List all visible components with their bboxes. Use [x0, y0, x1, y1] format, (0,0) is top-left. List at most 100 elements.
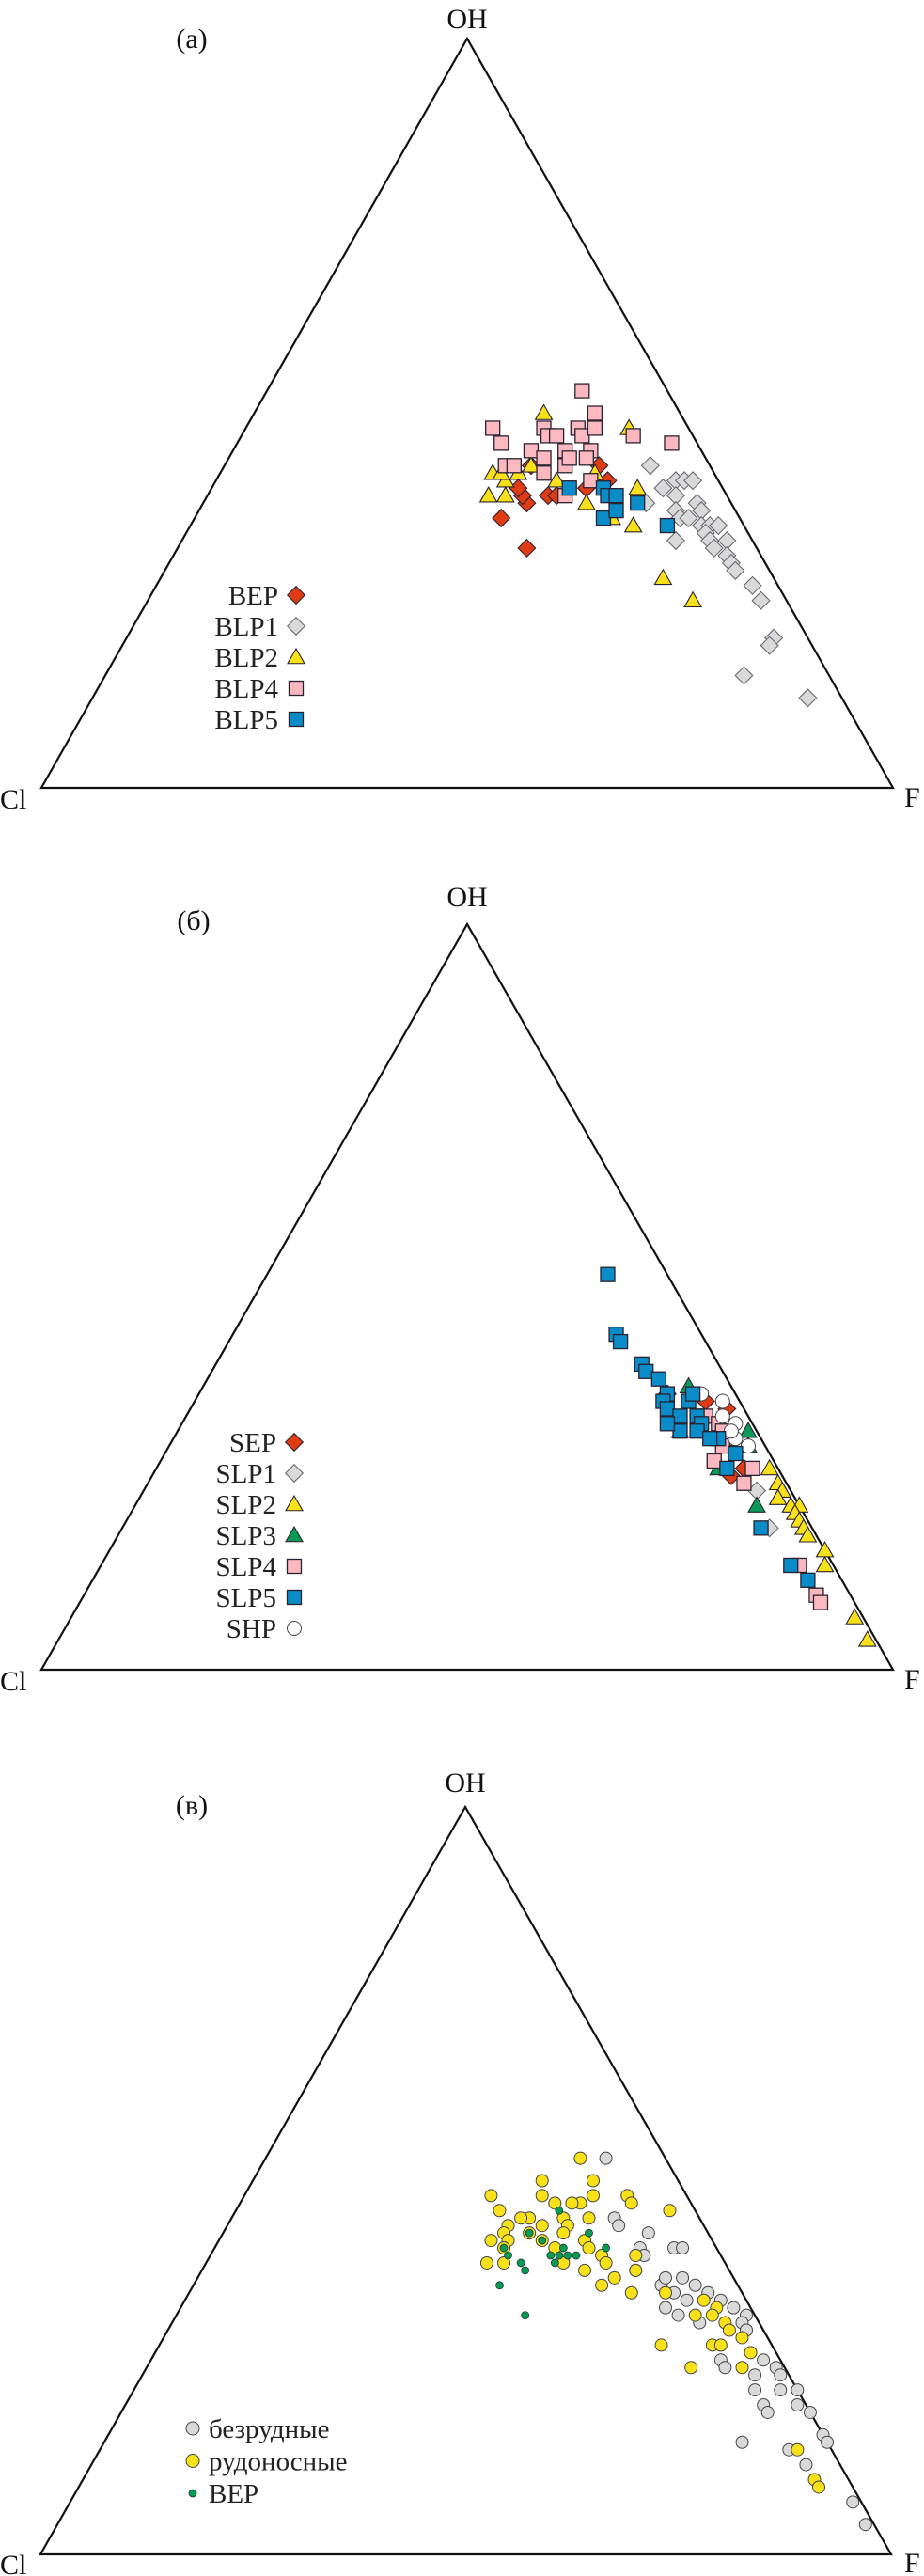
data-point-рудоносные	[722, 2323, 736, 2337]
data-point-безрудные	[799, 2458, 813, 2472]
series-BLP1	[636, 456, 818, 708]
data-point-безрудные	[641, 2226, 655, 2240]
data-point-безрудные	[688, 2278, 702, 2292]
legend-marker-diamond-icon	[286, 585, 306, 605]
ternary-frame	[39, 921, 895, 1672]
data-point-BLP4	[664, 435, 680, 451]
data-point-SLP2	[768, 1488, 788, 1505]
data-point-BLP4	[587, 420, 603, 436]
data-point-BLP4	[574, 383, 590, 399]
data-point-рудоносные	[497, 2255, 511, 2270]
data-point-BLP5	[659, 517, 676, 534]
legend-label: BLP4	[214, 674, 278, 704]
data-point-BLP4	[548, 428, 565, 444]
data-point-SLP5	[672, 1423, 688, 1439]
data-point-SLP5	[689, 1423, 705, 1439]
data-point-рудоносные	[659, 2285, 672, 2300]
legend-label: BLP2	[214, 643, 278, 673]
data-point-SHP	[714, 1408, 730, 1424]
data-point-рудоносные	[624, 2196, 638, 2210]
data-point-BLP4	[574, 428, 590, 444]
data-point-рудоносные	[735, 2331, 749, 2345]
vertex-label-top: OH	[446, 4, 487, 35]
data-point-BEP	[558, 2243, 568, 2253]
data-point-BLP4	[536, 450, 552, 466]
data-point-BEP	[517, 538, 537, 558]
data-point-SLP5	[684, 1386, 701, 1402]
data-point-SLP3	[747, 1496, 766, 1513]
data-point-рудоносные	[791, 2442, 805, 2457]
data-point-рудоносные	[688, 2308, 702, 2322]
series-рудоносные	[479, 2151, 826, 2494]
legend-marker-square-icon	[288, 711, 305, 728]
data-point-рудоносные	[629, 2249, 643, 2262]
data-point-BLP2	[653, 568, 673, 586]
data-point-безрудные	[774, 2383, 788, 2397]
data-point-SLP2	[760, 1458, 779, 1476]
data-point-SLP4	[736, 1475, 752, 1491]
data-point-BEP	[572, 2251, 581, 2260]
data-point-SLP5	[659, 1416, 676, 1432]
data-point-BLP1	[709, 515, 728, 536]
data-point-SLP5	[719, 1460, 735, 1477]
legend-marker-circle-icon	[287, 1621, 302, 1636]
legend-label: BEP	[209, 2479, 258, 2509]
legend-marker-circle-icon	[185, 2454, 200, 2468]
data-point-BLP4	[485, 420, 501, 436]
data-point-BEP	[492, 509, 511, 528]
data-point-SLP2	[815, 1541, 835, 1558]
legend-marker-circle-icon	[185, 2421, 200, 2436]
data-point-безрудные	[735, 2435, 749, 2449]
data-point-BLP5	[595, 510, 612, 526]
data-point-SLP5	[638, 1363, 654, 1379]
ternary-frame	[39, 1804, 893, 2556]
data-point-безрудные	[659, 2301, 673, 2315]
data-point-BLP1	[743, 575, 762, 595]
data-point-рудоносные	[535, 2219, 549, 2233]
data-point-SLP5	[672, 1408, 688, 1424]
data-point-SLP5	[600, 1266, 616, 1282]
data-point-BEP	[495, 2281, 504, 2290]
data-point-рудоносные	[556, 2226, 571, 2240]
data-point-BLP2	[547, 471, 567, 488]
data-point-BEP	[521, 2311, 530, 2320]
data-point-безрудные	[846, 2495, 860, 2509]
data-point-BLP5	[608, 488, 624, 504]
data-point-BLP2	[495, 486, 515, 503]
data-point-безрудные	[760, 2405, 775, 2419]
vertex-label-right: F	[904, 782, 920, 813]
vertex-label-left: Cl	[0, 784, 26, 815]
vertex-label-left: Cl	[0, 2550, 26, 2576]
legend-marker-square-icon	[286, 1558, 303, 1575]
legend-marker-diamond-icon	[286, 616, 306, 636]
data-point-BEP	[521, 2266, 530, 2275]
legend-marker-triangle-icon	[285, 1494, 304, 1512]
data-point-BLP4	[523, 443, 540, 459]
legend-label: SLP2	[216, 1490, 276, 1520]
data-point-SLP4	[744, 1460, 760, 1477]
legend-marker-triangle-icon	[285, 1525, 304, 1543]
data-point-рудоносные	[565, 2196, 579, 2210]
legend-marker-square-icon	[286, 1589, 303, 1606]
legend-label: SLP5	[216, 1583, 276, 1613]
data-point-безрудные	[791, 2398, 805, 2411]
data-point-рудоносные	[599, 2255, 613, 2270]
legend-marker-dot-icon	[188, 2489, 197, 2498]
data-point-рудоносные	[812, 2480, 826, 2494]
data-point-BLP2	[478, 486, 498, 503]
series-SLP2	[760, 1458, 877, 1647]
data-point-безрудные	[858, 2518, 872, 2532]
data-point-BEP	[546, 2251, 556, 2260]
data-point-BLP1	[760, 636, 779, 655]
panel-label: (a)	[176, 24, 207, 55]
data-point-рудоносные	[587, 2174, 600, 2188]
data-point-рудоносные	[607, 2270, 621, 2285]
data-point-безрудные	[727, 2301, 741, 2315]
data-point-BLP2	[623, 515, 643, 533]
data-point-рудоносные	[578, 2263, 592, 2277]
data-point-рудоносные	[684, 2361, 698, 2375]
